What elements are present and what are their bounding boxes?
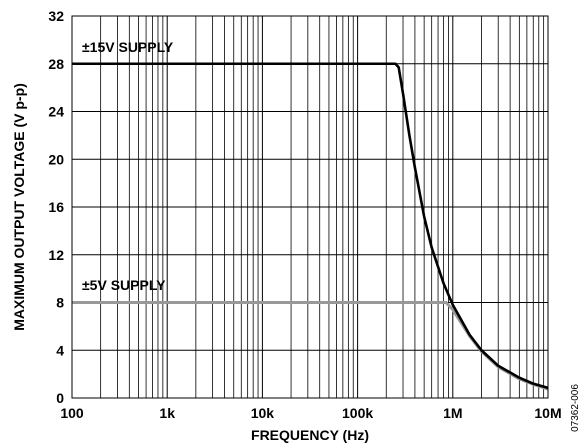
annotation-5v-supply: ±5V SUPPLY (82, 277, 166, 293)
x-tick-label: 1k (159, 405, 175, 421)
x-tick-label: 100 (60, 405, 84, 421)
y-tick-label: 12 (48, 247, 64, 263)
series-line-15v (72, 62, 549, 390)
y-tick-label: 16 (48, 199, 64, 215)
x-tick-label: 10k (251, 405, 275, 421)
series-layer (72, 62, 549, 391)
y-tick-label: 32 (48, 8, 64, 24)
y-tick-label: 28 (48, 56, 64, 72)
figure-id: 07362-006 (570, 384, 581, 432)
x-tick-label: 10M (534, 405, 561, 421)
y-tick-label: 8 (56, 295, 64, 311)
x-tick-label: 100k (342, 405, 373, 421)
tick-labels: 100 1k 10k 100k 1M 10M 0 4 8 12 16 20 24 28 32 (48, 8, 561, 421)
annotation-15v-supply: ±15V SUPPLY (82, 39, 174, 55)
y-tick-label: 20 (48, 151, 64, 167)
y-axis-label: MAXIMUM OUTPUT VOLTAGE (V p-p) (11, 83, 27, 331)
y-tick-label: 4 (56, 342, 64, 358)
y-tick-label: 24 (48, 104, 64, 120)
x-axis-label: FREQUENCY (Hz) (251, 427, 369, 443)
y-tick-label: 0 (56, 390, 64, 406)
major-grid (71, 15, 549, 399)
x-tick-label: 1M (443, 405, 462, 421)
plot-frame (71, 15, 549, 399)
